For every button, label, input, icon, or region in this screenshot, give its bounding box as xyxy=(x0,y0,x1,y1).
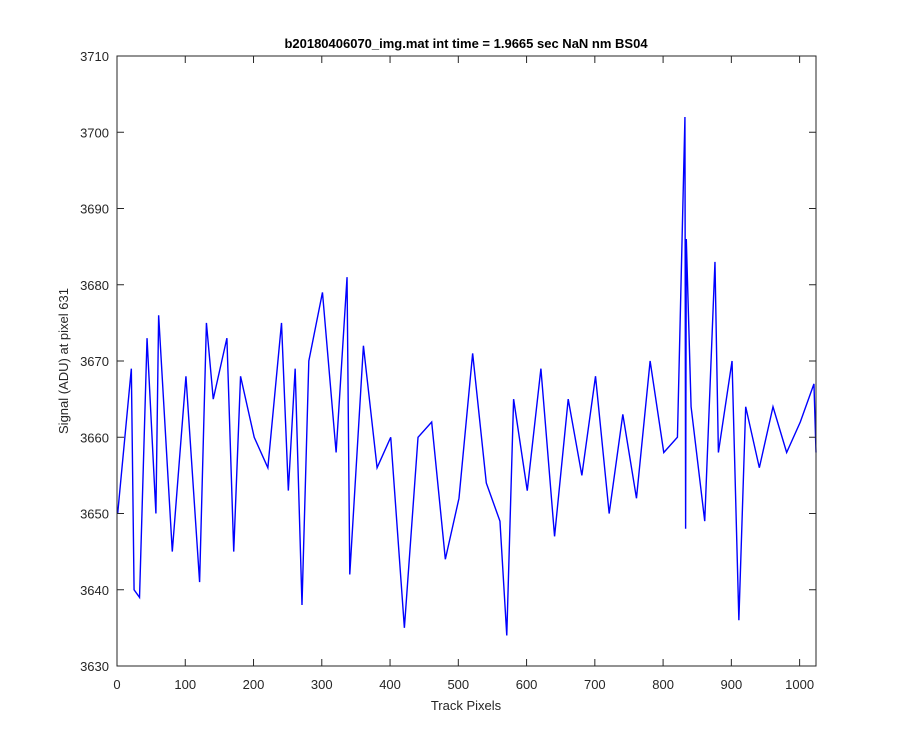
x-tick-label: 500 xyxy=(447,677,469,692)
y-tick-label: 3680 xyxy=(80,278,109,293)
y-tick-label: 3650 xyxy=(80,507,109,522)
y-axis: 3630 3640 3650 3660 3670 3680 3690 3700 3710 xyxy=(80,49,816,674)
y-tick-label: 3690 xyxy=(80,202,109,217)
axes-background xyxy=(117,56,816,666)
y-tick-label: 3670 xyxy=(80,354,109,369)
x-tick-label: 300 xyxy=(311,677,333,692)
x-axis-label: Track Pixels xyxy=(431,698,502,713)
x-tick-label: 100 xyxy=(174,677,196,692)
x-tick-label: 400 xyxy=(379,677,401,692)
y-tick-label: 3640 xyxy=(80,583,109,598)
y-tick-label: 3710 xyxy=(80,49,109,64)
series-group xyxy=(116,116,817,636)
series-line xyxy=(116,116,817,636)
x-tick-label: 800 xyxy=(652,677,674,692)
y-axis-label: Signal (ADU) at pixel 631 xyxy=(56,288,71,434)
y-tick-label: 3660 xyxy=(80,430,109,445)
x-tick-label: 0 xyxy=(113,677,120,692)
x-axis: 0 100 200 300 400 500 600 700 800 900 1000 xyxy=(113,56,814,692)
y-tick-label: 3700 xyxy=(80,125,109,140)
x-tick-label: 1000 xyxy=(785,677,814,692)
y-tick-label: 3630 xyxy=(80,659,109,674)
chart-title: b20180406070_img.mat int time = 1.9665 s… xyxy=(284,36,648,51)
x-tick-label: 900 xyxy=(721,677,743,692)
x-tick-label: 600 xyxy=(516,677,538,692)
x-tick-label: 700 xyxy=(584,677,606,692)
x-tick-label: 200 xyxy=(243,677,265,692)
